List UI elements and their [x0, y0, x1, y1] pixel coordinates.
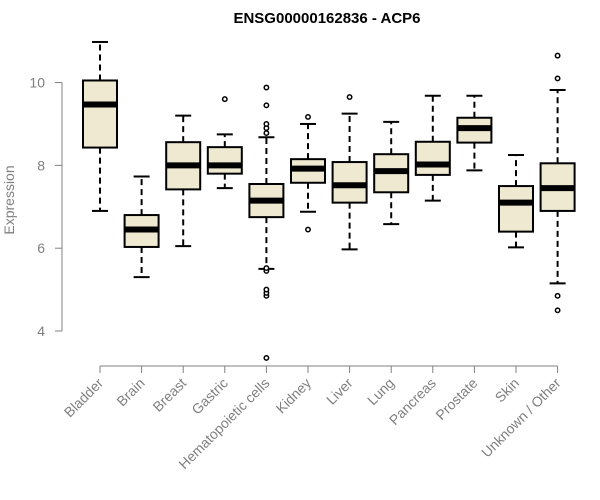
chart-title: ENSG00000162836 - ACP6 [233, 10, 420, 27]
x-tick-label: Bladder [61, 375, 107, 421]
x-tick-label: Prostate [432, 375, 480, 423]
box-brain [123, 175, 160, 279]
x-tick-label: Brain [113, 375, 147, 409]
box-bladder [82, 40, 118, 212]
box-skin [498, 154, 534, 249]
y-tick-label: 6 [37, 240, 45, 256]
y-tick-label: 10 [29, 75, 45, 91]
outlier-point [263, 286, 270, 293]
box-prostate [456, 94, 493, 172]
x-tick-label: Lung [364, 375, 397, 408]
outlier-point [263, 121, 270, 127]
plot-area [82, 40, 576, 361]
iqr-box [498, 185, 534, 233]
box-unknown-other [539, 52, 576, 314]
x-tick-label: Unknown / Other [478, 375, 564, 461]
box-gastric [206, 96, 243, 190]
outlier-point [346, 94, 353, 100]
iqr-box [82, 79, 118, 149]
outlier-point [305, 113, 311, 120]
outlier-point [221, 96, 228, 103]
y-tick-label: 8 [37, 157, 45, 173]
x-tick-label: Liver [323, 375, 356, 408]
outlier-point [263, 130, 270, 137]
x-tick-label: Skin [492, 375, 523, 406]
x-tick-label: Breast [149, 375, 189, 415]
y-tick-label: 4 [37, 323, 45, 339]
box-liver [331, 94, 368, 251]
iqr-box [414, 140, 451, 176]
outlier-point [263, 354, 270, 361]
outlier-point [554, 75, 561, 82]
outlier-point [554, 307, 561, 314]
outlier-point [263, 102, 270, 109]
outlier-point [263, 84, 270, 91]
x-tick-label: Kidney [273, 375, 315, 417]
outlier-point [263, 265, 270, 272]
outlier-point [305, 226, 311, 233]
box-breast [165, 114, 202, 248]
y-axis: 4 6 8 10 [29, 75, 63, 339]
iqr-box [206, 146, 243, 175]
outlier-point [554, 292, 561, 299]
box-hematopoietic-cells [248, 84, 285, 361]
box-kidney [290, 113, 326, 233]
box-pancreas [414, 94, 451, 202]
outlier-point [554, 52, 561, 59]
y-axis-label: Expression [1, 165, 17, 234]
box-lung [373, 120, 410, 226]
